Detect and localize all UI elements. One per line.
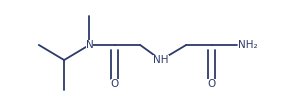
Text: O: O [111,79,119,89]
Text: N: N [85,40,93,50]
Text: NH₂: NH₂ [238,40,258,50]
Text: O: O [207,79,216,89]
Text: NH: NH [153,55,169,65]
